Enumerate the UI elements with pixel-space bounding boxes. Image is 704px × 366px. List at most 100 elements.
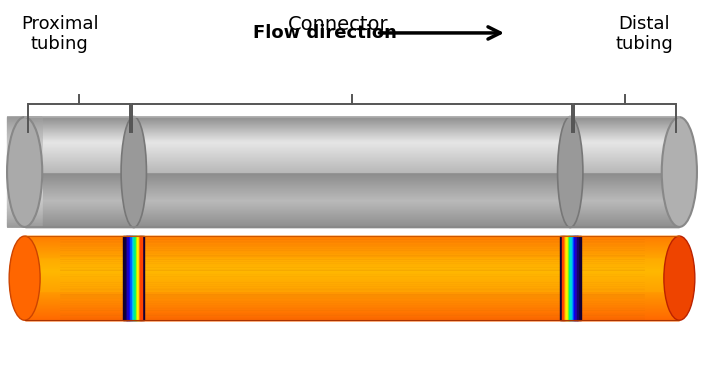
Bar (25, 145, 679, 146)
Bar (25, 123, 679, 124)
Ellipse shape (7, 160, 42, 161)
Bar (560, 236, 581, 320)
Bar (25, 216, 679, 217)
Ellipse shape (7, 119, 42, 120)
Bar (566, 236, 567, 320)
Ellipse shape (7, 161, 42, 162)
Ellipse shape (7, 166, 42, 167)
Bar (25, 166, 679, 167)
Bar (25, 150, 679, 151)
Ellipse shape (7, 175, 42, 176)
Bar (25, 179, 679, 180)
Bar (577, 236, 578, 320)
Bar (574, 236, 575, 320)
Ellipse shape (7, 226, 42, 227)
Bar (25, 181, 679, 182)
Ellipse shape (7, 159, 42, 160)
Ellipse shape (121, 116, 146, 227)
Bar (25, 183, 679, 184)
Ellipse shape (7, 123, 42, 124)
Bar (25, 224, 679, 225)
Text: Connector: Connector (288, 15, 388, 34)
Bar (134, 236, 136, 320)
Ellipse shape (7, 149, 42, 150)
Ellipse shape (7, 147, 42, 148)
Bar (567, 236, 569, 320)
Bar (25, 161, 679, 162)
Bar (25, 176, 679, 177)
Ellipse shape (7, 182, 42, 183)
Ellipse shape (7, 127, 42, 128)
Ellipse shape (558, 116, 583, 227)
Bar (25, 140, 679, 141)
Bar (25, 182, 679, 183)
Bar (25, 159, 679, 160)
Ellipse shape (7, 222, 42, 223)
Ellipse shape (7, 174, 42, 175)
Bar (25, 154, 679, 155)
Bar (25, 211, 679, 212)
Ellipse shape (7, 150, 42, 151)
Bar (25, 203, 679, 204)
Ellipse shape (7, 187, 42, 188)
Ellipse shape (7, 142, 42, 143)
Bar (136, 236, 137, 320)
Ellipse shape (7, 117, 42, 118)
Bar (25, 202, 679, 203)
Bar (132, 236, 133, 320)
Ellipse shape (7, 148, 42, 149)
Ellipse shape (7, 153, 42, 154)
Ellipse shape (7, 170, 42, 171)
Bar (25, 137, 679, 138)
Bar (25, 155, 679, 156)
Bar (25, 189, 679, 190)
Bar (140, 236, 142, 320)
Bar (25, 160, 679, 161)
Bar (25, 194, 679, 195)
Ellipse shape (7, 225, 42, 226)
Ellipse shape (7, 138, 42, 139)
Ellipse shape (7, 156, 42, 157)
Bar (25, 177, 679, 178)
Ellipse shape (7, 167, 42, 168)
Ellipse shape (7, 152, 42, 153)
Bar (25, 158, 679, 159)
Bar (562, 236, 564, 320)
Ellipse shape (7, 179, 42, 180)
Ellipse shape (7, 118, 42, 119)
Bar (25, 223, 679, 224)
Bar (25, 180, 679, 181)
Ellipse shape (7, 199, 42, 200)
Ellipse shape (7, 207, 42, 208)
Ellipse shape (7, 122, 42, 123)
Ellipse shape (7, 183, 42, 184)
Bar (25, 156, 679, 157)
Ellipse shape (7, 223, 42, 224)
Bar (25, 149, 679, 150)
Bar (25, 193, 679, 194)
Ellipse shape (7, 126, 42, 127)
Ellipse shape (7, 163, 42, 164)
Bar (565, 236, 567, 320)
Ellipse shape (7, 177, 42, 178)
Ellipse shape (9, 236, 40, 320)
Ellipse shape (7, 188, 42, 189)
Bar (126, 236, 127, 320)
Bar (25, 157, 679, 158)
Bar (25, 117, 679, 118)
Ellipse shape (7, 136, 42, 137)
Ellipse shape (7, 192, 42, 193)
Ellipse shape (7, 193, 42, 194)
Bar (25, 129, 679, 130)
Ellipse shape (7, 172, 42, 173)
Bar (25, 206, 679, 207)
Ellipse shape (7, 135, 42, 136)
Bar (25, 121, 679, 122)
Bar (139, 236, 140, 320)
Ellipse shape (7, 139, 42, 140)
Ellipse shape (7, 145, 42, 146)
Ellipse shape (7, 219, 42, 220)
Ellipse shape (7, 185, 42, 186)
Bar (25, 142, 679, 143)
Ellipse shape (7, 143, 42, 144)
